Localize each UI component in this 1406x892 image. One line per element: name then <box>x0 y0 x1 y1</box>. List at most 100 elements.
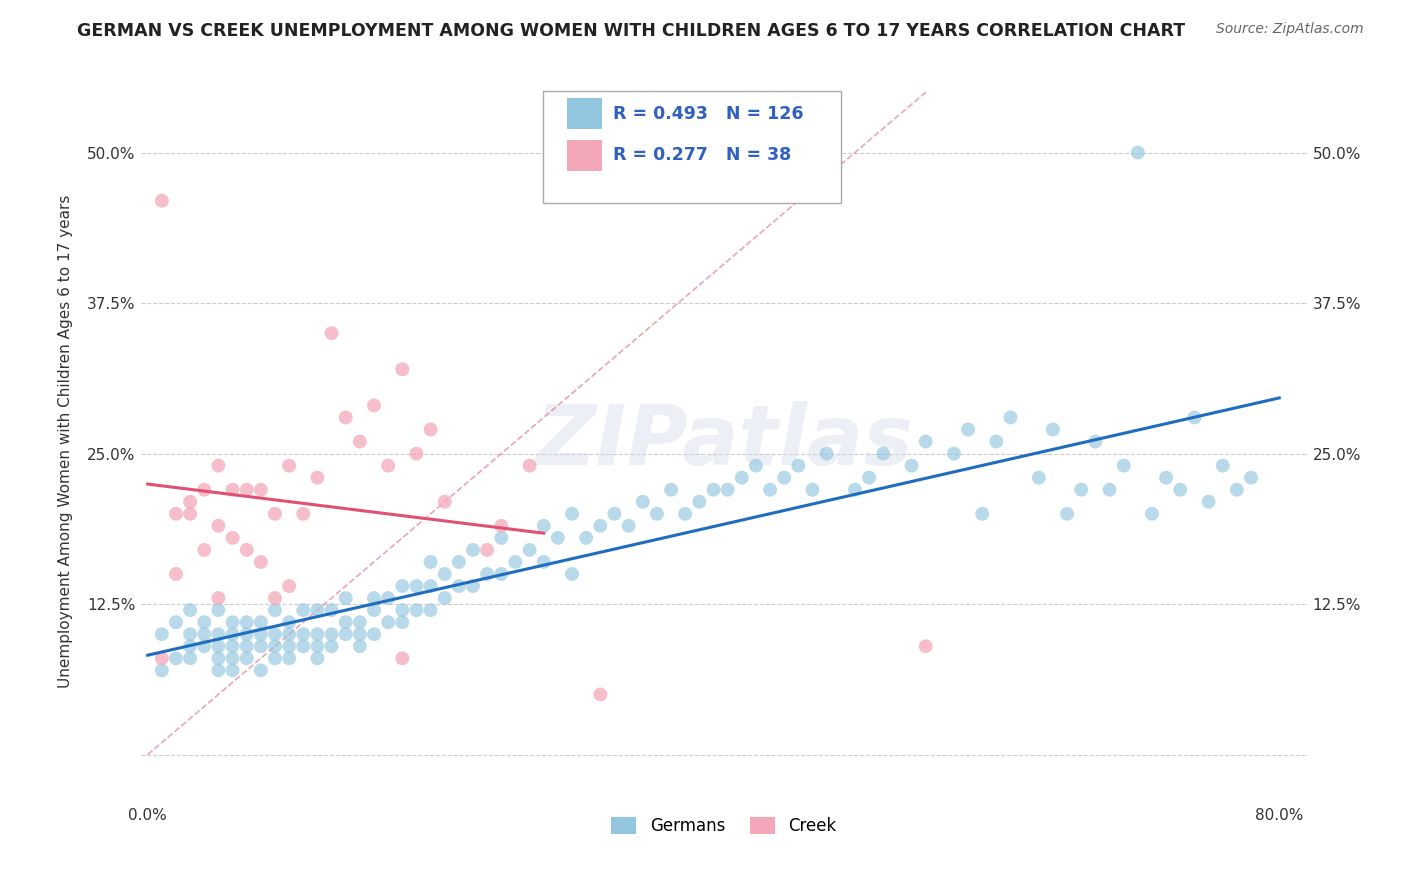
Point <box>150 651 173 665</box>
Point <box>1198 494 1220 508</box>
Point <box>533 519 555 533</box>
Point <box>405 579 427 593</box>
Point <box>264 639 287 653</box>
Point <box>1140 507 1163 521</box>
Point <box>363 591 385 606</box>
Point <box>461 542 484 557</box>
Point <box>335 410 357 425</box>
Point <box>278 651 301 665</box>
Point <box>349 434 371 449</box>
Point <box>250 483 273 497</box>
Point <box>335 627 357 641</box>
Point <box>858 471 880 485</box>
Point <box>207 651 229 665</box>
Point <box>377 615 399 630</box>
Point <box>250 615 273 630</box>
Point <box>957 423 980 437</box>
Point <box>914 434 936 449</box>
Point <box>165 615 187 630</box>
Point <box>491 567 513 582</box>
Point <box>349 627 371 641</box>
Point <box>321 627 343 641</box>
Point <box>264 603 287 617</box>
Point <box>363 398 385 412</box>
Point <box>603 507 626 521</box>
Point <box>349 615 371 630</box>
Point <box>391 651 413 665</box>
Point <box>193 542 215 557</box>
Point <box>589 687 612 701</box>
Point <box>631 494 654 508</box>
Text: ZIPatlas: ZIPatlas <box>536 401 912 482</box>
Point <box>307 471 329 485</box>
Point <box>193 627 215 641</box>
Point <box>150 194 173 208</box>
Point <box>321 639 343 653</box>
Point <box>207 519 229 533</box>
Point <box>702 483 724 497</box>
Point <box>1084 434 1107 449</box>
Point <box>1098 483 1121 497</box>
Point <box>321 603 343 617</box>
Point <box>914 639 936 653</box>
Point <box>207 603 229 617</box>
Point <box>491 519 513 533</box>
Point <box>165 507 187 521</box>
Point <box>491 531 513 545</box>
Point <box>221 651 243 665</box>
Point <box>335 615 357 630</box>
Point <box>717 483 740 497</box>
Point <box>872 446 894 460</box>
Point <box>391 362 413 376</box>
Point <box>150 627 173 641</box>
Text: R = 0.493   N = 126: R = 0.493 N = 126 <box>613 104 804 122</box>
Point <box>461 579 484 593</box>
Point <box>645 507 668 521</box>
Point <box>433 591 456 606</box>
Point <box>475 542 498 557</box>
Point <box>1168 483 1191 497</box>
Point <box>307 603 329 617</box>
Point <box>575 531 598 545</box>
Point <box>405 446 427 460</box>
Point <box>419 603 441 617</box>
Point <box>335 591 357 606</box>
Point <box>150 664 173 678</box>
Point <box>278 627 301 641</box>
Point <box>235 639 257 653</box>
Point <box>673 507 696 521</box>
Point <box>419 555 441 569</box>
Point <box>235 627 257 641</box>
Point <box>235 483 257 497</box>
Point <box>307 627 329 641</box>
Point <box>250 627 273 641</box>
Point <box>235 651 257 665</box>
Point <box>447 555 470 569</box>
Point <box>250 639 273 653</box>
Point <box>589 519 612 533</box>
Point <box>321 326 343 341</box>
Point <box>561 567 583 582</box>
Legend: Germans, Creek: Germans, Creek <box>605 810 844 841</box>
Point <box>1000 410 1022 425</box>
Point <box>349 639 371 653</box>
Point <box>1184 410 1206 425</box>
Point <box>815 446 838 460</box>
Point <box>533 555 555 569</box>
Point <box>617 519 640 533</box>
Point <box>405 603 427 617</box>
FancyBboxPatch shape <box>567 140 602 170</box>
Point <box>773 471 796 485</box>
Point <box>292 603 315 617</box>
Point <box>264 627 287 641</box>
Point <box>688 494 710 508</box>
Point <box>972 507 994 521</box>
Point <box>235 542 257 557</box>
Point <box>447 579 470 593</box>
Point <box>433 494 456 508</box>
Point <box>419 423 441 437</box>
Point <box>759 483 782 497</box>
Point <box>292 507 315 521</box>
Point <box>505 555 527 569</box>
Point <box>250 664 273 678</box>
